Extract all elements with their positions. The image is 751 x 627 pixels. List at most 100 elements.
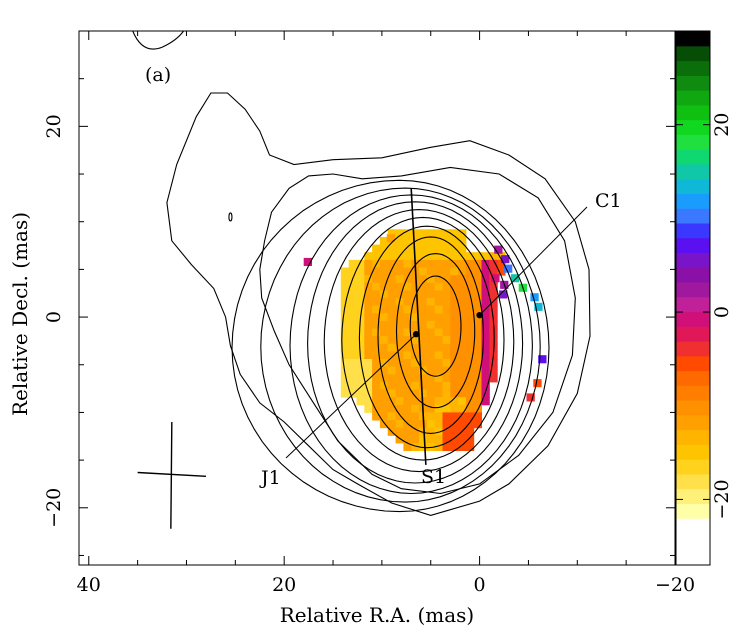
- map-pixel: [442, 298, 451, 307]
- map-pixel: [465, 404, 475, 413]
- map-pixel: [458, 442, 467, 451]
- c1-leader: [479, 206, 588, 316]
- colorbar-band: [676, 385, 710, 401]
- map-pixel: [450, 267, 459, 276]
- map-pixel: [403, 328, 412, 337]
- map-pixel: [403, 282, 412, 291]
- j1-leader: [285, 333, 417, 459]
- map-pixel: [364, 359, 373, 368]
- map-pixel: [364, 252, 373, 261]
- map-pixel: [364, 267, 373, 276]
- map-pixel: [419, 351, 428, 360]
- map-pixel: [442, 320, 451, 329]
- map-pixel: [372, 290, 381, 299]
- contour: [323, 209, 515, 473]
- map-pixel: [403, 290, 412, 299]
- map-pixel: [426, 351, 436, 360]
- map-pixel: [426, 404, 436, 413]
- map-pixel: [411, 366, 420, 375]
- map-pixel: [419, 366, 428, 375]
- map-pixel: [379, 328, 389, 337]
- map-pixel: [387, 313, 396, 322]
- map-pixel: [340, 389, 350, 398]
- map-pixel: [426, 435, 436, 444]
- map-pixel: [481, 397, 490, 406]
- map-pixel: [356, 366, 365, 375]
- map-pixel: [426, 275, 436, 284]
- map-pixel: [411, 298, 420, 307]
- map-pixel: [387, 374, 396, 383]
- map-pixel: [395, 328, 404, 337]
- colorbar-band: [676, 341, 710, 357]
- map-pixel: [526, 393, 535, 402]
- map-pixel: [458, 275, 467, 284]
- contour-islet: [228, 212, 233, 222]
- map-pixel: [411, 435, 420, 444]
- map-pixel: [419, 381, 428, 390]
- colorbar-band: [676, 459, 710, 475]
- map-pixel: [386, 234, 396, 243]
- map-pixel: [458, 259, 467, 268]
- map-pixel: [442, 420, 451, 429]
- map-pixel: [434, 237, 443, 246]
- map-pixel: [340, 359, 350, 368]
- colorbar-band: [676, 444, 710, 460]
- map-pixel: [434, 359, 443, 368]
- map-pixel: [450, 389, 459, 398]
- map-pixel: [481, 366, 490, 375]
- map-pixel: [419, 237, 428, 246]
- map-pixel: [465, 359, 475, 368]
- colorbar-band: [676, 222, 710, 239]
- map-pixel: [434, 381, 443, 390]
- map-pixel: [434, 343, 443, 352]
- map-pixel: [403, 343, 412, 352]
- map-pixel: [340, 298, 350, 307]
- map-pixel: [356, 320, 365, 329]
- map-pixel: [434, 366, 443, 375]
- map-pixel: [379, 389, 389, 398]
- map-pixel: [426, 374, 436, 383]
- colorbar-band: [676, 311, 710, 327]
- map-pixel: [372, 366, 381, 375]
- map-pixel: [348, 389, 357, 398]
- map-pixel: [340, 305, 350, 314]
- map-pixel: [489, 336, 498, 345]
- map-pixel: [356, 290, 365, 299]
- map-pixel: [497, 259, 506, 268]
- map-pixel: [450, 397, 459, 406]
- map-pixel: [442, 282, 451, 291]
- map-pixel: [356, 328, 365, 337]
- map-pixel: [465, 351, 475, 360]
- map-pixel: [364, 381, 373, 390]
- map-pixel: [426, 336, 436, 345]
- map-pixel: [387, 404, 396, 413]
- map-pixel: [458, 290, 467, 299]
- map-pixel: [348, 343, 357, 352]
- map-pixel: [372, 267, 381, 276]
- map-pixel: [340, 336, 350, 345]
- map-pixel: [458, 244, 467, 253]
- map-pixel: [489, 305, 498, 314]
- map-pixel: [434, 404, 443, 413]
- map-pixel: [387, 351, 396, 360]
- map-pixel: [450, 381, 459, 390]
- map-pixel: [458, 267, 467, 276]
- map-pixel: [458, 381, 467, 390]
- map-pixel: [364, 275, 373, 284]
- colorbar-band: [676, 281, 710, 298]
- map-pixel: [442, 427, 451, 436]
- map-pixel: [473, 381, 482, 390]
- colorbar-band: [676, 326, 710, 342]
- map-pixel: [426, 427, 436, 436]
- map-pixel: [538, 355, 547, 364]
- map-pixel: [395, 267, 404, 276]
- map-pixel: [473, 412, 482, 421]
- map-pixel: [379, 298, 389, 307]
- map-pixel: [473, 397, 482, 406]
- map-pixel: [481, 320, 490, 329]
- map-pixel: [356, 275, 365, 284]
- component-label: S1: [421, 466, 446, 488]
- map-pixel: [458, 343, 467, 352]
- component-marker: [476, 311, 483, 319]
- map-pixel: [458, 404, 467, 413]
